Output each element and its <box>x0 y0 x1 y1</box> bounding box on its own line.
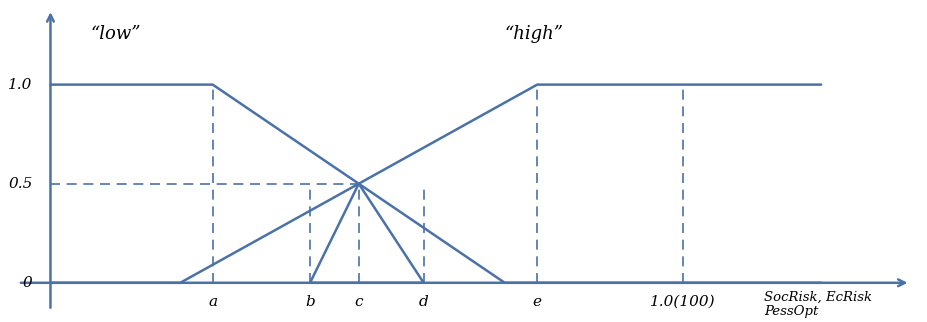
Text: 0: 0 <box>23 276 32 290</box>
Text: b: b <box>305 295 314 309</box>
Text: PessOpt: PessOpt <box>764 305 818 317</box>
Text: “high”: “high” <box>504 25 564 43</box>
Text: d: d <box>418 295 428 309</box>
Text: “low”: “low” <box>91 25 142 43</box>
Text: e: e <box>532 295 541 309</box>
Text: 0.5: 0.5 <box>8 177 32 191</box>
Text: SocRisk, EcRisk: SocRisk, EcRisk <box>764 291 871 304</box>
Text: a: a <box>208 295 217 309</box>
Text: c: c <box>354 295 362 309</box>
Text: 1.0: 1.0 <box>8 78 32 92</box>
Text: 1.0(100): 1.0(100) <box>650 295 716 309</box>
